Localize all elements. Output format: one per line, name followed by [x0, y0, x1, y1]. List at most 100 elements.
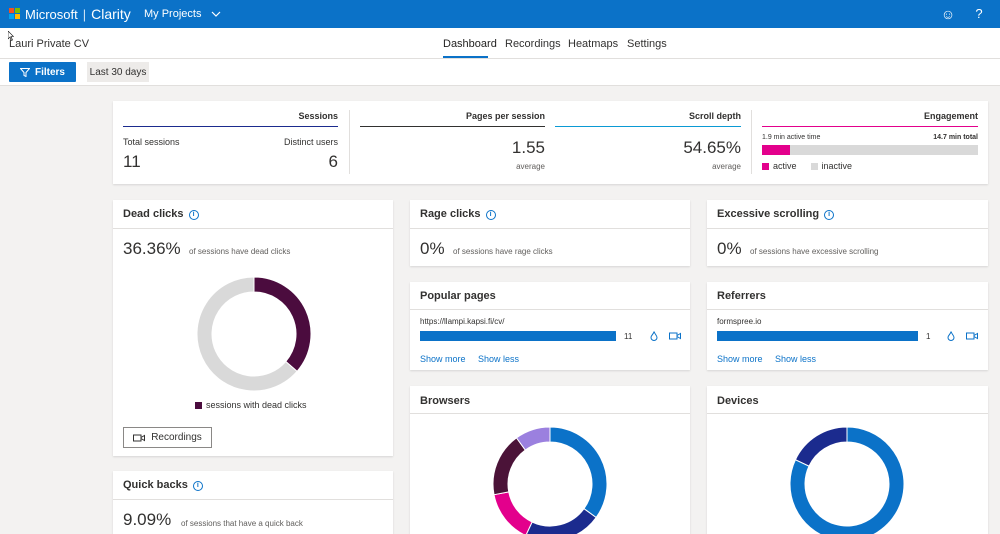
legend-inactive: inactive: [821, 161, 853, 171]
engagement-bar-active: [762, 145, 790, 155]
info-icon[interactable]: i: [188, 210, 199, 220]
tab-heatmaps[interactable]: Heatmaps: [568, 38, 619, 50]
dead-clicks-desc: of sessions have dead clicks: [189, 247, 291, 256]
top-bar: [0, 0, 1000, 28]
card-divider: [113, 499, 393, 500]
distinct-users-value: 6: [328, 152, 338, 171]
rage-clicks-desc: of sessions have rage clicks: [453, 247, 553, 256]
popular-pages-show-more[interactable]: Show more: [420, 354, 466, 364]
browser-slice-segment-1: [525, 507, 597, 534]
brand-product: Clarity: [91, 6, 131, 22]
filters-button-label: Filters: [34, 66, 65, 78]
popular-page-url[interactable]: https://llampi.kapsi.fi/cv/: [420, 317, 505, 326]
card-divider: [410, 309, 690, 310]
excessive-scrolling-desc: of sessions have excessive scrolling: [750, 247, 879, 256]
engagement-header: Engagement: [923, 111, 978, 121]
help-icon[interactable]: ?: [975, 6, 983, 21]
device-slice-segment-0: [789, 426, 905, 534]
filters-button[interactable]: Filters: [9, 62, 76, 82]
popular-pages-title: Popular pages: [420, 290, 496, 302]
referrers-show-more[interactable]: Show more: [717, 354, 763, 364]
video-camera-icon: [133, 434, 146, 441]
engagement-bar: [762, 145, 978, 155]
card-divider: [707, 309, 988, 310]
devices-card: [707, 386, 988, 534]
quick-backs-value: 9.09%: [123, 510, 172, 529]
tab-settings[interactable]: Settings: [627, 38, 667, 50]
total-time: 14.7 min total: [933, 134, 978, 141]
feedback-smiley-icon[interactable]: ☺: [940, 6, 956, 22]
brand[interactable]: Microsoft | Clarity: [25, 6, 131, 22]
summary-divider: [349, 110, 350, 174]
heatmap-flame-icon[interactable]: [650, 331, 658, 341]
recording-video-icon[interactable]: [669, 332, 681, 340]
popular-page-count: 11: [624, 332, 633, 341]
info-icon[interactable]: i: [192, 481, 203, 491]
summary-divider-2: [751, 110, 752, 174]
active-time: 1.9 min active time: [762, 134, 821, 141]
dead-clicks-donut-chart: [196, 276, 312, 392]
legend-active: active: [773, 161, 797, 171]
excessive-scrolling-title: Excessive scrolling i: [717, 208, 835, 220]
quick-backs-title: Quick backs i: [123, 479, 203, 491]
pages-per-session-header: Pages per session: [465, 111, 545, 121]
scroll-header-line: [555, 126, 741, 127]
info-icon[interactable]: i: [485, 210, 496, 220]
devices-donut-chart: [789, 426, 905, 534]
dead-clicks-slice-segment-1: [196, 276, 298, 392]
browser-slice-segment-3: [492, 437, 527, 496]
tab-dashboard[interactable]: Dashboard: [443, 38, 497, 50]
scroll-depth-sub: average: [712, 162, 741, 171]
inactive-legend-swatch: [810, 162, 818, 170]
browser-slice-segment-2: [493, 491, 533, 534]
info-icon[interactable]: i: [824, 210, 835, 220]
pages-per-session-value: 1.55: [511, 138, 545, 157]
filter-icon: [19, 67, 30, 77]
recordings-button-label: Recordings: [151, 432, 202, 443]
dead-clicks-legend-swatch: [195, 401, 202, 409]
dead-clicks-title: Dead clicks i: [123, 208, 199, 220]
referrer-domain[interactable]: formspree.io: [717, 317, 762, 326]
recording-video-icon[interactable]: [966, 332, 978, 340]
engagement-header-line: [762, 126, 978, 127]
dead-clicks-value: 36.36%: [123, 239, 181, 258]
heatmap-flame-icon[interactable]: [947, 331, 955, 341]
active-legend-swatch: [762, 162, 769, 170]
devices-title: Devices: [717, 395, 759, 407]
filter-bar: [0, 59, 1000, 86]
excessive-scrolling-value: 0%: [717, 239, 742, 258]
sessions-header: Sessions: [298, 111, 338, 121]
project-name: Lauri Private CV: [9, 38, 90, 50]
referrers-show-less[interactable]: Show less: [775, 354, 817, 364]
dead-clicks-legend: sessions with dead clicks: [195, 400, 307, 410]
pages-per-session-sub: average: [516, 162, 545, 171]
chevron-down-icon: [212, 11, 221, 17]
active-tab-indicator: [443, 56, 488, 58]
pages-header-line: [360, 126, 545, 127]
card-divider: [113, 228, 393, 229]
quick-backs-card: [113, 471, 393, 534]
recordings-button[interactable]: Recordings: [123, 427, 212, 448]
rage-clicks-card: [410, 200, 690, 266]
total-sessions-label: Total sessions: [123, 137, 180, 147]
tab-recordings[interactable]: Recordings: [505, 38, 561, 50]
scroll-depth-value: 54.65%: [683, 138, 741, 157]
mouse-cursor-icon: [8, 31, 14, 41]
quick-backs-desc: of sessions that have a quick back: [181, 519, 303, 528]
projects-label: My Projects: [144, 8, 202, 20]
referrer-bar: [717, 331, 918, 341]
card-divider: [410, 413, 690, 414]
rage-clicks-title: Rage clicks i: [420, 208, 496, 220]
projects-dropdown[interactable]: My Projects: [144, 8, 221, 20]
scroll-depth-header: Scroll depth: [688, 111, 741, 121]
popular-pages-show-less[interactable]: Show less: [478, 354, 520, 364]
device-slice-segment-1: [794, 426, 848, 467]
popular-page-bar: [420, 331, 616, 341]
browsers-card: [410, 386, 690, 534]
referrer-count: 1: [926, 332, 931, 341]
card-divider: [410, 228, 690, 229]
distinct-users-label: Distinct users: [283, 137, 338, 147]
referrers-card: [707, 282, 988, 370]
date-range-chip[interactable]: Last 30 days: [87, 62, 149, 82]
sub-nav-bar: [0, 28, 1000, 59]
